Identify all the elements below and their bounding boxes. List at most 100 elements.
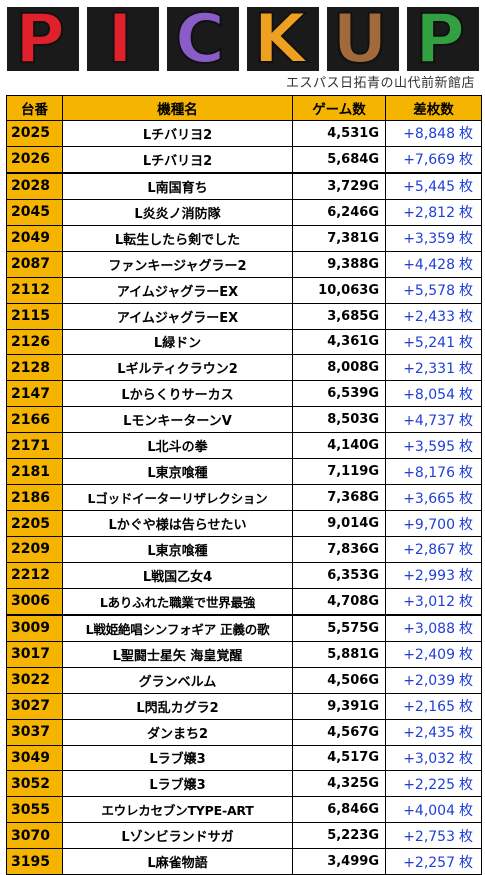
game-count-cell: 7,836G bbox=[292, 536, 386, 563]
difference-unit: 枚 bbox=[459, 673, 473, 690]
difference-unit: 枚 bbox=[459, 568, 473, 585]
game-count-cell: 10,063G bbox=[292, 276, 386, 304]
machine-number-cell: 3009 bbox=[6, 614, 63, 642]
difference-value: +2,257 bbox=[403, 854, 455, 871]
table-row: 2026 Lチバリヨ2 5,684G +7,669 枚 bbox=[6, 145, 482, 174]
machine-name-cell: L閃乱カグラ2 bbox=[62, 692, 293, 720]
difference-unit: 枚 bbox=[459, 621, 473, 638]
machine-name-cell: Lチバリヨ2 bbox=[62, 145, 293, 174]
difference-unit: 枚 bbox=[459, 309, 473, 326]
machine-name-cell: L転生したら剣でした bbox=[62, 224, 293, 252]
header-game-count: ゲーム数 bbox=[292, 95, 386, 121]
game-count-cell: 5,684G bbox=[292, 145, 386, 174]
difference-unit: 枚 bbox=[459, 438, 473, 455]
logo-letter-text: P bbox=[415, 4, 465, 74]
table-row: 2186 Lゴッドイーターリザレクション 7,368G +3,665 枚 bbox=[6, 484, 482, 512]
machine-name-cell: Lありふれた職業で世界最強 bbox=[62, 587, 293, 616]
machine-number-cell: 3006 bbox=[6, 587, 63, 616]
game-count-cell: 7,381G bbox=[292, 224, 386, 252]
table-row: 2112 アイムジャグラーEX 10,063G +5,578 枚 bbox=[6, 276, 482, 304]
difference-unit: 枚 bbox=[459, 776, 473, 793]
machine-number-cell: 2115 bbox=[6, 302, 63, 330]
difference-value: +2,867 bbox=[403, 542, 455, 559]
game-count-cell: 6,846G bbox=[292, 796, 386, 824]
difference-cell: +2,331 枚 bbox=[385, 354, 482, 382]
difference-cell: +2,435 枚 bbox=[385, 718, 482, 746]
game-count-cell: 7,368G bbox=[292, 484, 386, 512]
logo-letter-k: K bbox=[247, 4, 319, 74]
difference-value: +7,669 bbox=[403, 152, 455, 169]
difference-unit: 枚 bbox=[459, 386, 473, 403]
machine-number-cell: 2205 bbox=[6, 510, 63, 537]
machine-number-cell: 2112 bbox=[6, 276, 63, 304]
table-row: 2166 LモンキーターンV 8,503G +4,737 枚 bbox=[6, 406, 482, 434]
logo-letter-text: P bbox=[15, 4, 65, 74]
difference-value: +9,700 bbox=[403, 516, 455, 533]
machine-number-cell: 3052 bbox=[6, 770, 63, 798]
table-row: 3055 エウレカセブンTYPE-ART 6,846G +4,004 枚 bbox=[6, 796, 482, 824]
difference-value: +3,012 bbox=[403, 594, 455, 611]
difference-cell: +2,753 枚 bbox=[385, 822, 482, 850]
difference-unit: 枚 bbox=[459, 516, 473, 533]
machine-number-cell: 2087 bbox=[6, 250, 63, 278]
machine-name-cell: L南国育ち bbox=[62, 172, 293, 200]
machine-number-cell: 2166 bbox=[6, 406, 63, 434]
difference-unit: 枚 bbox=[459, 725, 473, 742]
table-row: 3070 Lゾンビランドサガ 5,223G +2,753 枚 bbox=[6, 822, 482, 850]
machine-number-cell: 2028 bbox=[6, 172, 63, 200]
difference-cell: +3,032 枚 bbox=[385, 744, 482, 772]
difference-cell: +5,241 枚 bbox=[385, 328, 482, 356]
table-row: 2147 Lからくりサーカス 6,539G +8,054 枚 bbox=[6, 380, 482, 408]
difference-value: +3,595 bbox=[403, 438, 455, 455]
header-difference: 差枚数 bbox=[385, 95, 482, 121]
logo-letter-text: C bbox=[175, 4, 225, 74]
game-count-cell: 6,353G bbox=[292, 561, 386, 589]
difference-unit: 枚 bbox=[459, 412, 473, 429]
difference-value: +4,737 bbox=[403, 412, 455, 429]
machine-number-cell: 2128 bbox=[6, 354, 63, 382]
table-row: 3017 L聖闘士星矢 海皇覚醒 5,881G +2,409 枚 bbox=[6, 640, 482, 668]
difference-value: +3,032 bbox=[403, 750, 455, 767]
difference-cell: +8,848 枚 bbox=[385, 120, 482, 147]
logo-letter-p: P bbox=[407, 4, 479, 74]
difference-cell: +5,445 枚 bbox=[385, 172, 482, 200]
game-count-cell: 6,539G bbox=[292, 380, 386, 408]
difference-value: +5,578 bbox=[403, 283, 455, 300]
difference-value: +2,433 bbox=[403, 309, 455, 326]
difference-unit: 枚 bbox=[459, 802, 473, 819]
machine-name-cell: アイムジャグラーEX bbox=[62, 302, 293, 330]
machine-name-cell: L北斗の拳 bbox=[62, 432, 293, 460]
machine-name-cell: L麻雀物語 bbox=[62, 848, 293, 875]
difference-cell: +3,088 枚 bbox=[385, 614, 482, 642]
difference-value: +8,176 bbox=[403, 464, 455, 481]
difference-value: +3,088 bbox=[403, 621, 455, 638]
machine-name-cell: Lからくりサーカス bbox=[62, 380, 293, 408]
difference-value: +2,812 bbox=[403, 205, 455, 222]
difference-value: +2,225 bbox=[403, 776, 455, 793]
pickup-table: 台番 機種名 ゲーム数 差枚数 2025 Lチバリヨ2 4,531G +8,848 枚 2… bbox=[6, 95, 482, 875]
difference-cell: +4,737 枚 bbox=[385, 406, 482, 434]
difference-value: +8,054 bbox=[403, 386, 455, 403]
machine-name-cell: L炎炎ノ消防隊 bbox=[62, 198, 293, 226]
machine-name-cell: ダンまち2 bbox=[62, 718, 293, 746]
difference-unit: 枚 bbox=[459, 126, 473, 143]
table-row: 3037 ダンまち2 4,567G +2,435 枚 bbox=[6, 718, 482, 746]
machine-name-cell: L緑ドン bbox=[62, 328, 293, 356]
game-count-cell: 3,729G bbox=[292, 172, 386, 200]
difference-unit: 枚 bbox=[459, 647, 473, 664]
table-row: 2205 Lかぐや様は告らせたい 9,014G +9,700 枚 bbox=[6, 510, 482, 537]
difference-unit: 枚 bbox=[459, 490, 473, 507]
table-row: 2115 アイムジャグラーEX 3,685G +2,433 枚 bbox=[6, 302, 482, 330]
difference-unit: 枚 bbox=[459, 205, 473, 222]
machine-name-cell: Lラブ嬢3 bbox=[62, 770, 293, 798]
difference-unit: 枚 bbox=[459, 750, 473, 767]
difference-value: +2,753 bbox=[403, 828, 455, 845]
machine-number-cell: 3070 bbox=[6, 822, 63, 850]
machine-name-cell: Lギルティクラウン2 bbox=[62, 354, 293, 382]
game-count-cell: 9,391G bbox=[292, 692, 386, 720]
game-count-cell: 3,685G bbox=[292, 302, 386, 330]
difference-value: +8,848 bbox=[403, 126, 455, 143]
difference-cell: +8,176 枚 bbox=[385, 458, 482, 486]
machine-number-cell: 2181 bbox=[6, 458, 63, 486]
difference-unit: 枚 bbox=[459, 542, 473, 559]
